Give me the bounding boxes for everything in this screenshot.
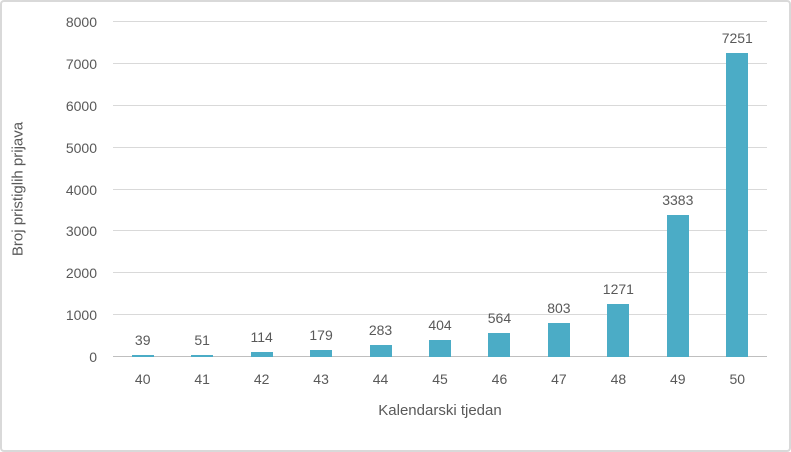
y-tick-label: 7000 (65, 55, 97, 72)
bar-week-41 (191, 354, 214, 357)
x-tick-label: 48 (610, 371, 627, 387)
y-tick-label: 6000 (65, 97, 97, 114)
plot-area: 39 51 114 179 283 404 564 803 1271 3383 7251 (113, 21, 767, 357)
bar-week-46 (488, 333, 511, 357)
bar-week-44 (369, 345, 392, 357)
gridline (113, 104, 767, 106)
data-label: 179 (309, 326, 333, 343)
x-axis-title: Kalendarski tjedan (378, 402, 502, 419)
bar-week-42 (250, 352, 273, 357)
y-tick-label: 1000 (65, 307, 97, 324)
x-tick-label: 47 (551, 371, 567, 387)
gridline (113, 21, 767, 22)
bar-week-47 (547, 323, 570, 357)
y-tick-label: 3000 (65, 223, 97, 240)
x-axis-tick-labels: 40 41 42 43 44 45 46 47 48 49 50 (113, 371, 767, 389)
data-label: 564 (487, 310, 512, 327)
x-tick-label: 43 (313, 371, 329, 387)
data-label: 114 (250, 329, 273, 346)
gridline (113, 230, 767, 232)
y-tick-label: 4000 (65, 181, 97, 198)
gridline (113, 272, 767, 274)
bar-week-40 (131, 355, 154, 357)
bar-week-49 (666, 215, 689, 357)
data-label: 3383 (662, 192, 694, 209)
data-label: 283 (368, 322, 393, 339)
x-tick-label: 41 (194, 371, 210, 387)
x-tick-label: 42 (253, 371, 270, 387)
data-label: 404 (428, 317, 452, 334)
y-tick-label: 0 (89, 349, 97, 365)
y-tick-label: 2000 (65, 265, 97, 282)
bar-week-45 (429, 340, 451, 357)
x-tick-label: 44 (372, 371, 389, 387)
data-label: 39 (134, 332, 151, 349)
y-tick-label: 5000 (65, 139, 97, 156)
gridline (113, 146, 767, 148)
bar-week-50 (726, 53, 749, 357)
gridline (113, 314, 767, 316)
x-tick-label: 50 (729, 371, 746, 387)
data-label: 7251 (721, 30, 753, 47)
bar-week-43 (310, 349, 333, 357)
data-label: 803 (547, 300, 571, 317)
x-tick-label: 49 (670, 371, 686, 387)
gridline (113, 62, 767, 64)
x-tick-label: 40 (134, 371, 151, 387)
y-tick-label: 8000 (65, 14, 97, 30)
x-tick-label: 46 (491, 371, 508, 387)
data-label: 1271 (602, 280, 634, 297)
x-tick-label: 45 (432, 371, 448, 387)
data-label: 51 (194, 331, 210, 348)
gridline (113, 188, 767, 190)
bar-week-48 (607, 303, 630, 357)
